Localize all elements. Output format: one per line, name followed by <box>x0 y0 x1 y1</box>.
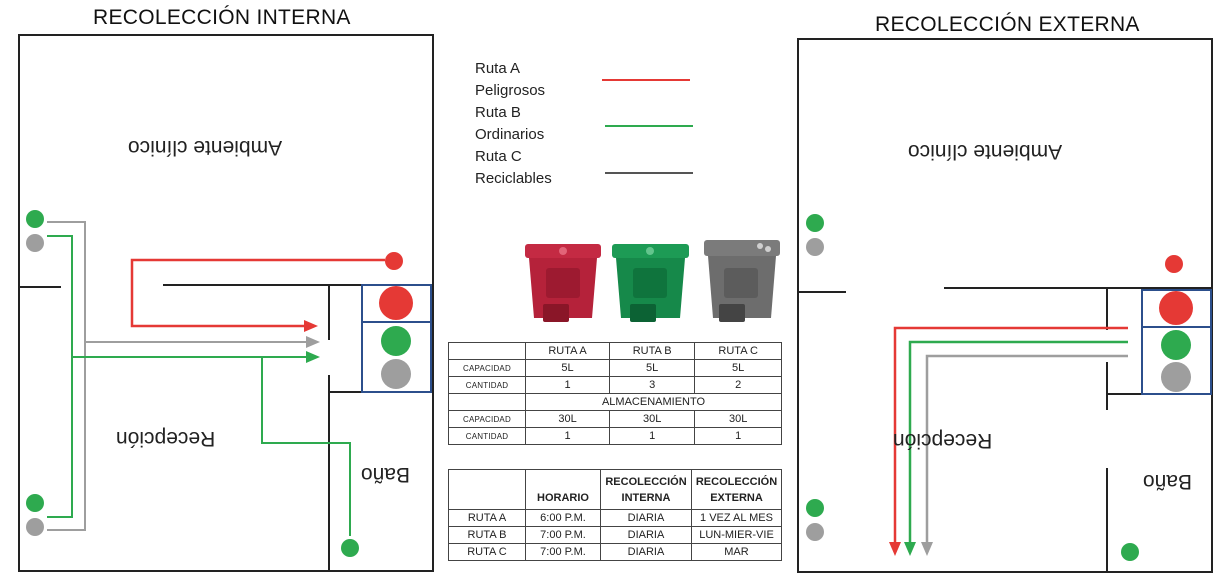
quantity-label: CANTIDAD <box>448 376 526 394</box>
storage-label-empty <box>448 393 526 411</box>
capacity-header-b: RUTA B <box>609 342 696 360</box>
storage-green-bin-dot <box>381 326 411 356</box>
storage-capacity-b: 30L <box>609 410 696 428</box>
legend-type-c: Reciclables <box>475 170 552 187</box>
schedule-header-internal: RECOLECCIÓN INTERNA <box>600 469 692 510</box>
schedule-route-c: RUTA C <box>448 543 526 561</box>
capacity-header-a: RUTA A <box>524 342 611 360</box>
external-collection-title: RECOLECCIÓN EXTERNA <box>875 13 1140 36</box>
internal-collection-title: RECOLECCIÓN INTERNA <box>93 6 351 29</box>
internal-floor-plan <box>18 34 434 572</box>
capacity-a: 5L <box>524 359 611 377</box>
room-label-clinic-internal: Ambiente clínico <box>128 136 283 159</box>
schedule-header-time: HORARIO <box>525 469 601 510</box>
room-label-bathroom-external: Baño <box>1143 470 1193 493</box>
red-bin-icon <box>525 244 601 322</box>
schedule-time-c: 7:00 P.M. <box>525 543 601 561</box>
legend-type-a: Peligrosos <box>475 82 546 99</box>
schedule-internal-a: DIARIA <box>600 509 692 527</box>
capacity-c: 5L <box>694 359 782 377</box>
green-bin-icon <box>612 244 689 322</box>
external-storage-green-dot <box>1161 330 1191 360</box>
quantity-c: 2 <box>694 376 782 394</box>
storage-capacity-c: 30L <box>694 410 782 428</box>
schedule-header-empty <box>448 469 526 510</box>
quantity-b: 3 <box>609 376 696 394</box>
storage-quantity-b: 1 <box>609 427 696 445</box>
room-label-bathroom-internal: Baño <box>361 463 411 486</box>
legend-route-c: Ruta C <box>475 148 522 165</box>
storage-label: ALMACENAMIENTO <box>525 393 782 411</box>
schedule-route-b: RUTA B <box>448 526 526 544</box>
room-label-reception-external: Recepción <box>893 429 993 452</box>
schedule-external-a: 1 VEZ AL MES <box>691 509 782 527</box>
schedule-time-b: 7:00 P.M. <box>525 526 601 544</box>
storage-quantity-c: 1 <box>694 427 782 445</box>
external-storage-red-dot <box>1159 291 1193 325</box>
room-label-clinic-external: Ambiente clínico <box>908 140 1063 163</box>
legend-route-b: Ruta B <box>475 104 521 121</box>
capacity-label: CAPACIDAD <box>448 359 526 377</box>
external-storage-gray-dot <box>1161 362 1191 392</box>
schedule-internal-b: DIARIA <box>600 526 692 544</box>
capacity-table: RUTA A RUTA B RUTA C CAPACIDAD 5L 5L 5L … <box>448 342 782 445</box>
external-floor-plan <box>797 38 1213 573</box>
storage-quantity-label: CANTIDAD <box>448 427 526 445</box>
storage-quantity-a: 1 <box>524 427 611 445</box>
capacity-b: 5L <box>609 359 696 377</box>
capacity-header-empty <box>448 342 526 360</box>
legend-type-b: Ordinarios <box>475 126 545 143</box>
schedule-internal-c: DIARIA <box>600 543 692 561</box>
schedule-external-c: MAR <box>691 543 782 561</box>
quantity-a: 1 <box>524 376 611 394</box>
schedule-route-a: RUTA A <box>448 509 526 527</box>
schedule-header-external: RECOLECCIÓN EXTERNA <box>691 469 782 510</box>
capacity-header-c: RUTA C <box>694 342 782 360</box>
schedule-table: HORARIO RECOLECCIÓN INTERNA RECOLECCIÓN … <box>448 469 782 561</box>
storage-gray-bin-dot <box>381 359 411 389</box>
room-label-reception-internal: Recepción <box>116 427 216 450</box>
legend-route-a: Ruta A <box>475 60 521 77</box>
gray-bin-icon <box>704 240 780 322</box>
storage-capacity-a: 30L <box>524 410 611 428</box>
schedule-external-b: LUN-MIER-VIE <box>691 526 782 544</box>
schedule-time-a: 6:00 P.M. <box>525 509 601 527</box>
storage-capacity-label: CAPACIDAD <box>448 410 526 428</box>
legend: Ruta A Peligrosos Ruta B Ordinarios Ruta… <box>475 58 552 190</box>
storage-red-bin-dot <box>379 286 413 320</box>
